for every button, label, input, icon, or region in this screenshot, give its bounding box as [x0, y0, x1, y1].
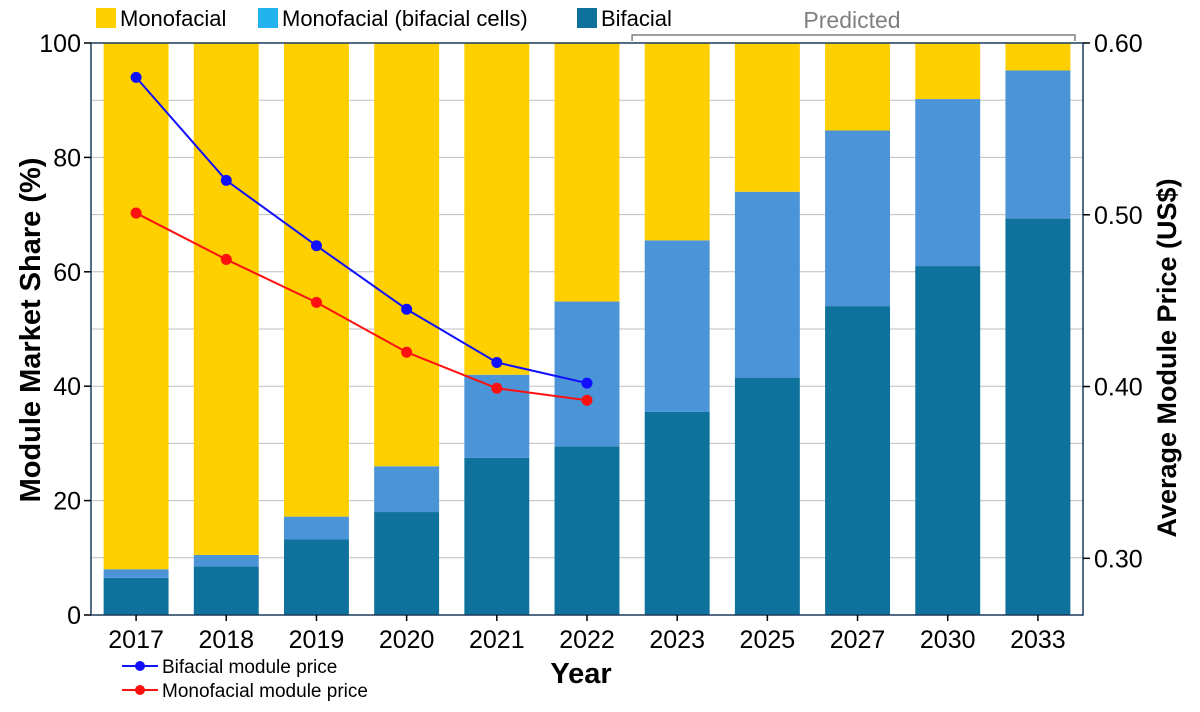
x-tick-label: 2018 [198, 626, 254, 654]
y-tick-label: 20 [53, 488, 81, 516]
y-axis-title: Module Market Share (%) [15, 158, 47, 503]
legend-marker-bifacial-price [135, 661, 145, 671]
bar-bifacial-2033 [1005, 218, 1071, 615]
x-tick-label: 2023 [649, 626, 705, 654]
x-tick-label: 2033 [1010, 626, 1066, 654]
predicted-label: Predicted [803, 7, 900, 33]
point-monofacial-module-price-2021 [491, 382, 503, 394]
point-bifacial-module-price-2018 [220, 174, 232, 186]
point-bifacial-module-price-2019 [310, 240, 322, 252]
bar-monofacial-bifacial-cells-2030 [915, 99, 981, 267]
bar-bifacial-2030 [915, 266, 981, 615]
x-axis-title: Year [550, 658, 611, 690]
y2-tick-label: 0.60 [1094, 30, 1143, 58]
legend-swatch-monofacial [96, 8, 116, 28]
point-bifacial-module-price-2022 [581, 377, 593, 389]
bar-monofacial-bifacial-cells-2027 [825, 130, 891, 307]
x-tick-label: 2019 [289, 626, 345, 654]
bar-monofacial-2021 [464, 43, 530, 375]
price-lines [130, 71, 593, 406]
point-bifacial-module-price-2017 [130, 71, 142, 83]
point-bifacial-module-price-2021 [491, 356, 503, 368]
axes: 0 20 40 60 80 100 0.30 0.40 0.50 0.60 2017 2018 2019… [39, 30, 1142, 654]
x-tick-label: 2017 [108, 626, 164, 654]
y-tick-label: 60 [53, 259, 81, 287]
y2-axis-title: Average Module Price (US$) [1152, 178, 1182, 537]
x-tick-label: 2021 [469, 626, 525, 654]
bar-bifacial-2025 [734, 377, 800, 615]
point-monofacial-module-price-2022 [581, 394, 593, 406]
top-legend: Monofacial Monofacial (bifacial cells) B… [96, 6, 672, 31]
bar-monofacial-2033 [1005, 43, 1071, 71]
bar-monofacial-2027 [825, 43, 891, 131]
price-legend: Bifacial module price Monofacial module … [122, 657, 368, 702]
bar-monofacial-2020 [374, 43, 440, 467]
line-bifacial-module-price [135, 76, 588, 385]
point-monofacial-module-price-2017 [130, 207, 142, 219]
legend-label-monofacial-price: Monofacial module price [162, 681, 368, 702]
bar-monofacial-2017 [103, 43, 169, 570]
bar-monofacial-bifacial-cells-2019 [283, 516, 349, 540]
stacked-bars [103, 43, 1071, 615]
y2-tick-label: 0.40 [1094, 374, 1143, 402]
legend-label-bifacial: Bifacial [601, 6, 672, 31]
bar-monofacial-bifacial-cells-2033 [1005, 70, 1071, 219]
point-monofacial-module-price-2019 [310, 296, 322, 308]
bar-monofacial-2023 [644, 43, 710, 241]
y-tick-label: 80 [53, 144, 81, 172]
bar-bifacial-2023 [644, 411, 710, 615]
bar-bifacial-2022 [554, 446, 620, 615]
bar-monofacial-bifacial-cells-2020 [374, 466, 440, 513]
bar-monofacial-bifacial-cells-2017 [103, 569, 169, 578]
y-tick-label: 100 [39, 30, 81, 58]
bar-monofacial-bifacial-cells-2023 [644, 240, 710, 412]
legend-swatch-monofacial-bifacial-cells [258, 8, 278, 28]
x-tick-label: 2020 [379, 626, 435, 654]
bar-bifacial-2027 [825, 306, 891, 615]
bar-monofacial-bifacial-cells-2022 [554, 301, 620, 447]
bar-monofacial-bifacial-cells-2025 [734, 191, 800, 378]
x-tick-label: 2022 [559, 626, 615, 654]
y2-tick-label: 0.50 [1094, 202, 1143, 230]
y-tick-label: 40 [53, 373, 81, 401]
line-monofacial-module-price [135, 212, 588, 402]
y-tick-label: 0 [67, 602, 81, 630]
point-bifacial-module-price-2020 [401, 303, 413, 315]
bar-bifacial-2018 [193, 566, 259, 615]
bar-bifacial-2017 [103, 577, 169, 615]
bar-bifacial-2020 [374, 512, 440, 615]
legend-label-monofacial-bifacial-cells: Monofacial (bifacial cells) [282, 6, 528, 31]
bar-monofacial-2018 [193, 43, 259, 555]
bar-bifacial-2019 [283, 539, 349, 615]
x-tick-label: 2027 [830, 626, 886, 654]
bar-monofacial-2019 [283, 43, 349, 517]
legend-label-bifacial-price: Bifacial module price [162, 657, 337, 678]
legend-marker-monofacial-price [135, 685, 145, 695]
legend-swatch-bifacial [577, 8, 597, 28]
point-monofacial-module-price-2018 [220, 253, 232, 265]
bar-bifacial-2021 [464, 457, 530, 615]
legend-label-monofacial: Monofacial [120, 6, 226, 31]
bar-monofacial-2022 [554, 43, 620, 302]
bar-monofacial-2030 [915, 43, 981, 100]
bar-monofacial-bifacial-cells-2018 [193, 554, 259, 567]
bar-monofacial-2025 [734, 43, 800, 192]
x-tick-label: 2030 [920, 626, 976, 654]
point-monofacial-module-price-2020 [401, 346, 413, 358]
x-tick-label: 2025 [740, 626, 796, 654]
y2-tick-label: 0.30 [1094, 545, 1143, 573]
predicted-bracket [631, 34, 1076, 41]
